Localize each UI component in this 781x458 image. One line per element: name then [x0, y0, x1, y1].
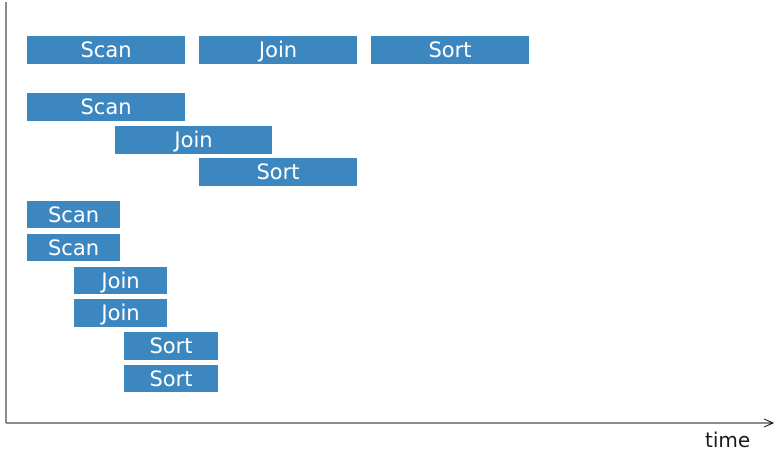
- task-bar-sort: Sort: [124, 365, 218, 392]
- task-bar-join: Join: [74, 299, 167, 327]
- task-bar-sort: Sort: [371, 36, 529, 64]
- task-bar-sort: Sort: [124, 332, 218, 360]
- task-bar-sort: Sort: [199, 158, 357, 186]
- task-bar-join: Join: [199, 36, 357, 64]
- task-bar-scan: Scan: [27, 234, 120, 261]
- time-axis-label: time: [705, 428, 751, 452]
- task-bar-join: Join: [74, 267, 167, 294]
- task-bar-scan: Scan: [27, 36, 185, 64]
- task-bar-scan: Scan: [27, 93, 185, 121]
- task-bar-scan: Scan: [27, 201, 120, 228]
- task-bar-join: Join: [115, 126, 272, 154]
